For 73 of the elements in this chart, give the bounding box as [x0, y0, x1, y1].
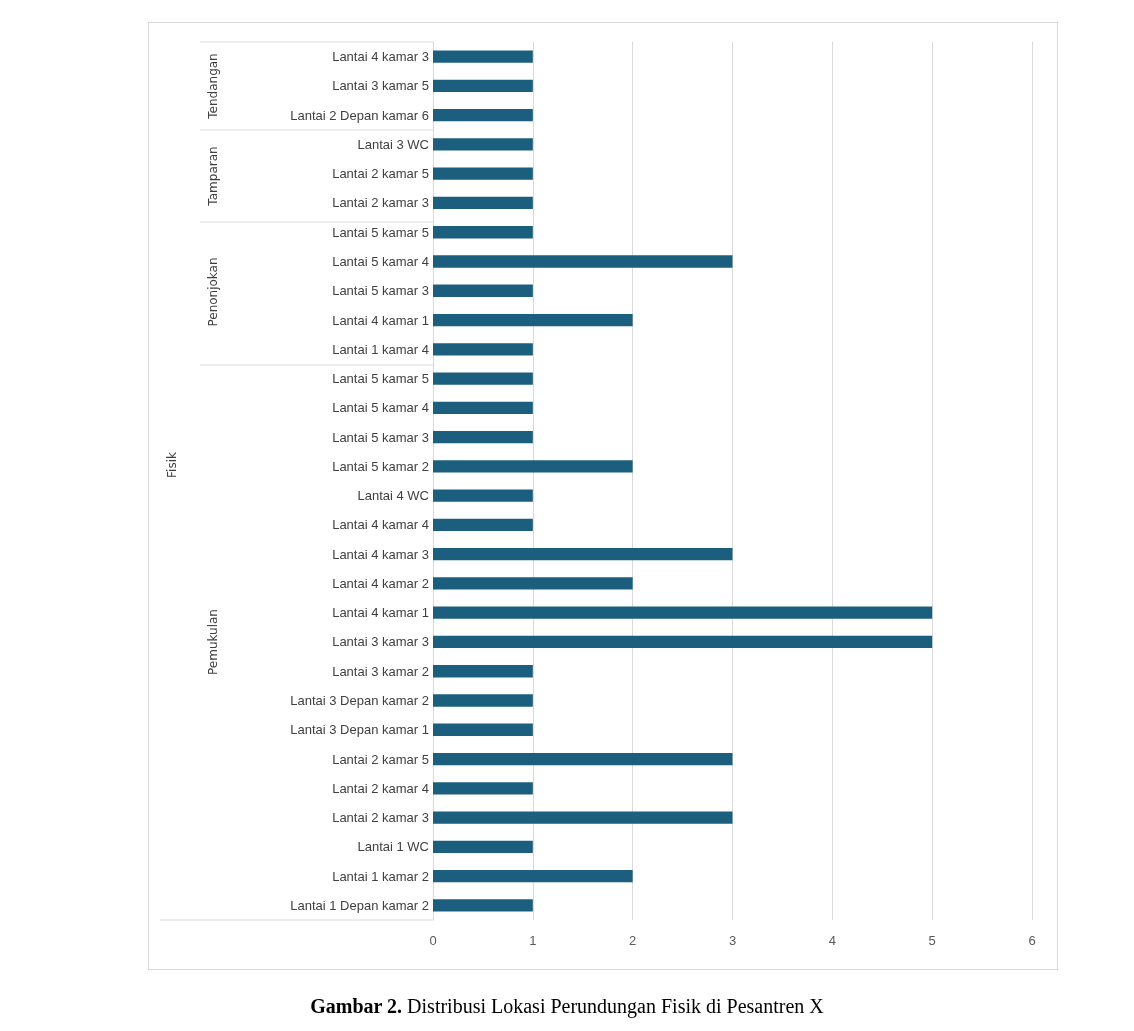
y-tick-label: Lantai 5 kamar 5	[332, 371, 429, 387]
y-tick-label: Lantai 3 kamar 3	[332, 634, 429, 650]
y-tick-label: Lantai 5 kamar 3	[332, 429, 429, 445]
bar	[433, 869, 633, 883]
y-tick-label: Lantai 1 kamar 2	[332, 868, 429, 884]
y-tick-label: Lantai 5 kamar 5	[332, 224, 429, 240]
bar	[433, 665, 533, 678]
bar	[433, 372, 533, 385]
y-tick-label: Lantai 3 WC	[357, 136, 429, 152]
y-tick-label: Lantai 2 kamar 3	[332, 810, 429, 826]
bar	[433, 226, 533, 239]
y-tick-label: Lantai 3 kamar 5	[332, 78, 429, 94]
text: Penonjokan	[206, 257, 220, 327]
bar	[433, 109, 533, 122]
y-tick-label: Lantai 4 kamar 2	[332, 575, 429, 591]
bar	[433, 313, 633, 327]
text: Gambar 2. Distribusi Lokasi Perundungan Fisik di Pesantren X	[309, 995, 825, 1018]
x-tick-label: 1	[529, 933, 537, 948]
bar	[433, 811, 733, 824]
bar	[433, 752, 733, 766]
text: Pemukulan	[206, 609, 220, 675]
y-tick-label: Lantai 2 kamar 5	[332, 166, 429, 182]
bar	[433, 50, 533, 63]
bar	[433, 840, 533, 853]
bar	[433, 489, 533, 502]
y-tick-label: Lantai 5 kamar 4	[332, 254, 429, 269]
y-tick-label: Lantai 1 kamar 4	[332, 341, 429, 357]
bar	[433, 723, 533, 736]
bar	[433, 577, 633, 590]
bar	[433, 167, 533, 180]
bar	[433, 430, 533, 444]
bar	[433, 138, 533, 151]
text: Tendangan	[206, 53, 220, 120]
bar	[433, 606, 933, 619]
y-tick-label: Lantai 5 kamar 4	[332, 400, 429, 416]
y-tick-label: Lantai 2 kamar 4	[332, 780, 429, 796]
x-tick-label: 0	[429, 933, 437, 948]
bar	[433, 284, 533, 297]
bar	[433, 343, 533, 356]
text: Tamparan	[206, 146, 220, 207]
text: Fisik	[165, 452, 179, 478]
bar	[433, 782, 533, 795]
y-tick-label: Lantai 1 Depan kamar 2	[290, 897, 429, 913]
x-tick-label: 3	[728, 933, 737, 948]
x-tick-label: 2	[629, 933, 637, 948]
y-tick-label: Lantai 3 Depan kamar 2	[290, 693, 429, 708]
bar	[433, 196, 533, 210]
bar	[433, 694, 533, 707]
x-tick-label: 4	[828, 933, 836, 948]
bar	[433, 460, 633, 473]
bar	[433, 635, 933, 649]
y-tick-label: Lantai 4 kamar 3	[332, 546, 429, 562]
bar	[433, 899, 533, 912]
bar	[433, 548, 733, 561]
y-tick-label: Lantai 3 kamar 2	[332, 663, 429, 679]
y-tick-label: Lantai 3 Depan kamar 1	[290, 722, 429, 738]
bar	[433, 79, 533, 93]
y-tick-label: Lantai 4 kamar 4	[332, 517, 429, 533]
y-tick-label: Lantai 2 kamar 5	[332, 751, 429, 767]
x-tick-label: 5	[928, 933, 936, 948]
bar	[433, 401, 533, 414]
y-tick-label: Lantai 5 kamar 3	[332, 283, 429, 299]
y-tick-label: Lantai 4 WC	[357, 488, 429, 504]
y-tick-label: Lantai 2 Depan kamar 6	[290, 107, 429, 123]
y-tick-label: Lantai 2 kamar 3	[332, 195, 429, 211]
bar	[433, 518, 533, 532]
y-tick-label: Lantai 4 kamar 3	[332, 49, 429, 65]
y-tick-label: Lantai 1 WC	[357, 839, 429, 855]
y-tick-label: Lantai 4 kamar 1	[332, 312, 429, 328]
x-tick-label: 6	[1028, 933, 1036, 948]
y-tick-label: Lantai 5 kamar 2	[332, 458, 429, 474]
bar	[433, 255, 733, 268]
y-tick-label: Lantai 4 kamar 1	[332, 605, 429, 621]
